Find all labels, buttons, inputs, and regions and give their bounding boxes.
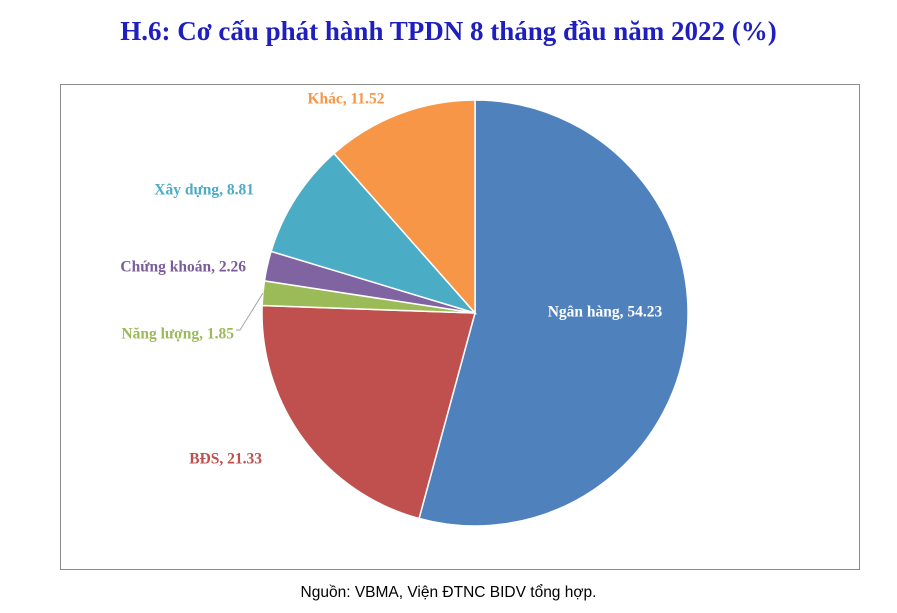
pie-slice-ngan-hang: [418, 99, 689, 527]
source-note: Nguồn: VBMA, Viện ĐTNC BIDV tổng hợp.: [300, 584, 597, 601]
data-label-xay-dung: Xây dựng, 8.81: [154, 182, 254, 199]
data-label-bds: BĐS, 21.33: [189, 451, 262, 468]
pie-slice-xay-dung: [270, 152, 478, 315]
chart-title: H.6: Cơ cấu phát hành TPDN 8 tháng đầu n…: [120, 16, 777, 46]
data-label-ngan-hang: Ngân hàng, 54.23: [548, 304, 663, 321]
data-label-chung-khoan: Chứng khoán, 2.26: [120, 259, 246, 276]
data-label-nang-luong: Năng lượng, 1.85: [121, 326, 234, 343]
pie-slice-khac: [332, 99, 476, 315]
pie-slice-bds: [261, 304, 476, 520]
data-label-khac: Khác, 11.52: [307, 91, 384, 108]
leader-line-nang-luong: [236, 292, 264, 331]
